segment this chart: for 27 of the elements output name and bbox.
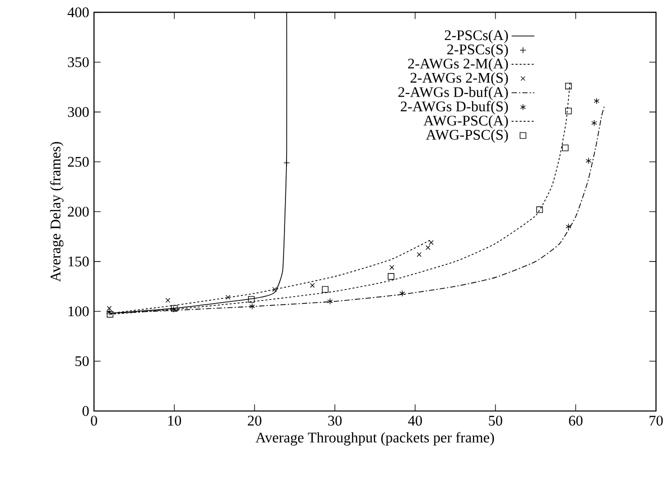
y-axis-title: Average Delay (frames) [50,142,64,282]
legend-label: AWG-PSC(S) [426,129,508,143]
x-tick-label: 50 [488,416,502,426]
y-tick-label: 400 [68,7,89,18]
legend-label: 2-PSCs(S) [447,44,508,58]
x-tick-label: 20 [248,416,262,426]
x-tick-label: 70 [650,416,663,426]
x-tick-label: 0 [90,416,98,426]
x-tick-label: 40 [408,416,422,426]
y-tick-label: 100 [68,306,89,316]
y-tick-label: 0 [82,406,89,416]
legend-label: 2-AWGs D-buf(S) [400,100,508,114]
y-tick-label: 300 [68,107,89,117]
y-tick-label: 200 [68,206,89,217]
y-tick-label: 350 [68,57,89,68]
legend-label: 2-AWGs D-buf(A) [398,86,508,100]
legend-label: 2-PSCs(A) [444,30,508,44]
legend-label: AWG-PSC(A) [424,115,508,129]
y-tick-label: 50 [75,356,89,366]
legend-label: 2-AWGs 2-M(S) [410,72,508,86]
y-tick-label: 250 [68,156,89,167]
y-tick-label: 150 [68,256,89,266]
x-tick-label: 60 [569,416,582,426]
x-tick-label: 10 [168,416,182,426]
x-axis-title: Average Throughput (packets per frame) [256,432,494,446]
legend-label: 2-AWGs 2-M(A) [408,58,508,72]
x-tick-label: 30 [328,416,342,426]
